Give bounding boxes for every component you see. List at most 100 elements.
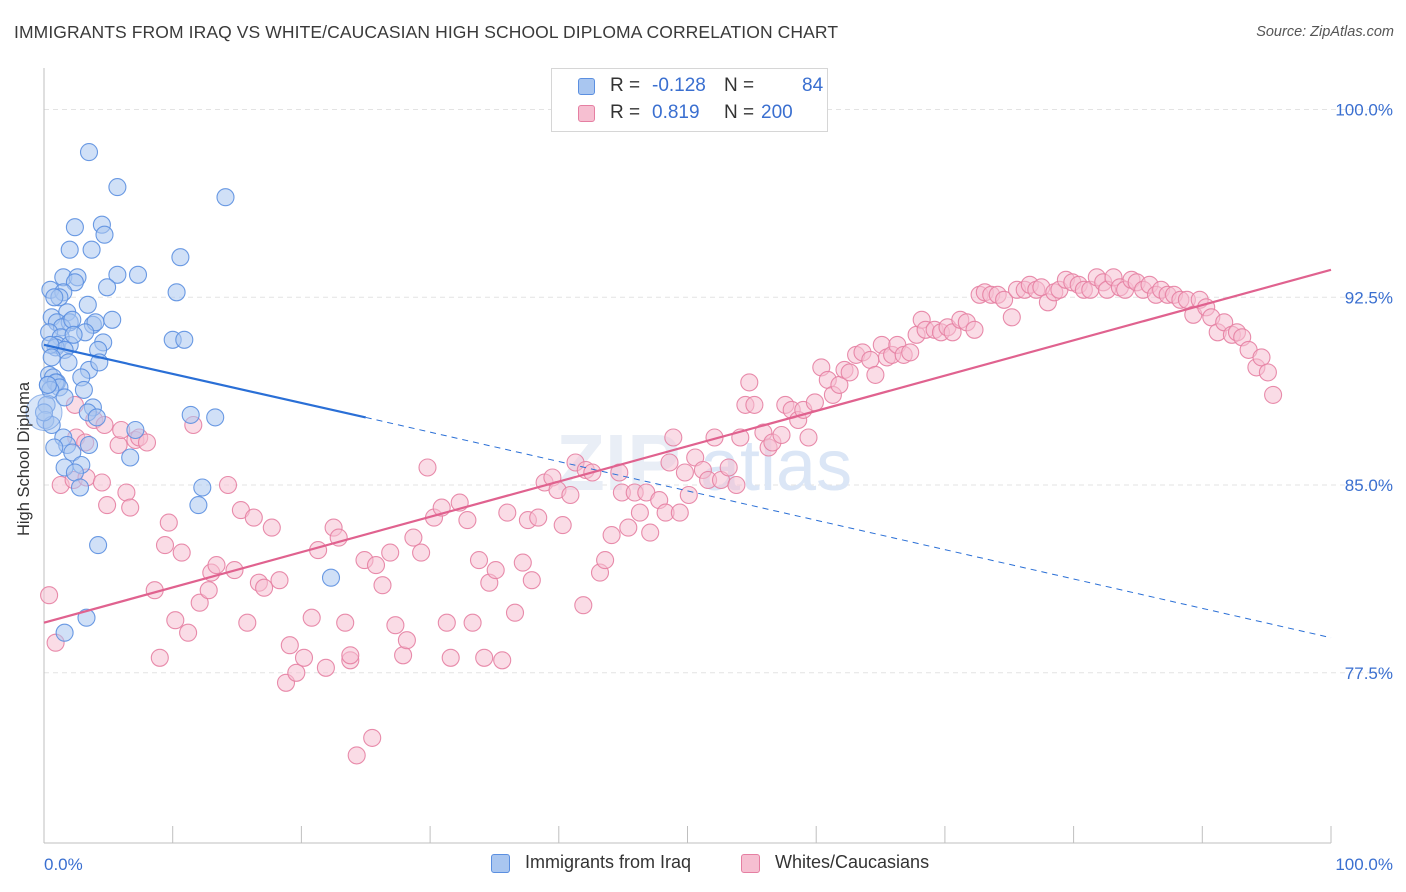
data-point xyxy=(206,408,225,427)
data-point xyxy=(1258,363,1277,382)
data-point xyxy=(740,373,759,392)
data-point xyxy=(64,325,83,344)
data-point xyxy=(386,616,405,635)
data-point xyxy=(189,496,208,515)
data-point xyxy=(181,405,200,424)
data-point xyxy=(505,603,525,622)
source-label: Source: ZipAtlas.com xyxy=(1256,24,1394,40)
data-point xyxy=(664,428,683,447)
data-point xyxy=(60,240,79,259)
y-axis-label: High School Diploma xyxy=(15,381,33,537)
legend-swatch-blue xyxy=(491,854,510,873)
data-point xyxy=(679,485,698,505)
data-point xyxy=(59,353,78,372)
legend-n-label: N = xyxy=(724,102,755,123)
data-point xyxy=(65,218,84,237)
data-point-large xyxy=(25,393,63,431)
data-point xyxy=(727,475,746,495)
y-tick-label: 85.0% xyxy=(1345,476,1393,495)
data-point xyxy=(40,586,59,605)
legend-label: Immigrants from Iraq xyxy=(525,852,692,872)
data-point xyxy=(965,320,984,339)
data-point xyxy=(1002,308,1021,327)
trend-line-whites xyxy=(43,268,1332,624)
data-point xyxy=(866,365,885,384)
data-point xyxy=(493,651,512,670)
data-point xyxy=(159,513,178,532)
data-point xyxy=(108,178,127,197)
data-point xyxy=(193,478,212,497)
legend-n-value: 200 xyxy=(761,102,793,123)
data-point xyxy=(190,593,209,612)
data-point xyxy=(498,503,517,522)
data-point xyxy=(772,425,791,445)
correlation-legend: R = -0.128 N = 84 R = 0.819 N = 200 xyxy=(551,68,828,132)
data-point xyxy=(199,581,218,600)
series-whites-caucasians xyxy=(40,268,1283,765)
legend-n-value: 84 xyxy=(802,75,824,96)
data-point xyxy=(418,458,437,477)
data-point xyxy=(641,523,660,542)
legend-swatch-blue xyxy=(578,78,595,95)
data-point xyxy=(65,273,84,292)
data-point xyxy=(805,393,824,412)
data-point xyxy=(79,143,99,162)
y-tick-label: 100.0% xyxy=(1335,101,1393,120)
data-point xyxy=(294,648,314,667)
data-point xyxy=(207,556,226,575)
data-point xyxy=(745,395,764,414)
trend-lines xyxy=(43,268,1332,639)
data-point xyxy=(397,631,416,650)
data-point xyxy=(42,348,61,367)
data-point xyxy=(463,613,482,632)
data-point xyxy=(316,658,335,677)
data-point xyxy=(262,518,281,537)
data-point xyxy=(602,526,621,545)
data-point xyxy=(522,571,541,590)
data-point xyxy=(475,648,494,667)
data-point xyxy=(108,265,127,284)
data-point xyxy=(561,485,580,505)
data-point xyxy=(78,295,97,314)
data-point xyxy=(128,265,148,284)
data-point xyxy=(336,613,355,632)
legend-r-value: -0.128 xyxy=(652,75,706,96)
data-point xyxy=(121,498,140,517)
data-point xyxy=(77,608,96,627)
legend-row-whites: R = 0.819 N = 200 xyxy=(552,101,827,127)
data-point xyxy=(596,551,615,570)
x-tick-label: 100.0% xyxy=(1335,855,1393,874)
data-point xyxy=(529,508,548,527)
data-point xyxy=(861,350,880,369)
data-point xyxy=(98,278,117,297)
y-tick-label: 92.5% xyxy=(1345,288,1393,307)
axes xyxy=(43,68,1332,844)
data-point xyxy=(167,283,186,302)
data-point xyxy=(55,388,74,407)
data-point xyxy=(441,648,460,667)
data-point xyxy=(150,648,169,667)
data-point xyxy=(660,453,679,472)
data-point xyxy=(287,663,306,682)
data-point xyxy=(1252,348,1271,367)
data-point xyxy=(412,543,431,562)
data-point xyxy=(95,225,114,244)
data-point xyxy=(381,543,400,562)
data-point xyxy=(172,543,191,562)
data-point xyxy=(55,623,74,642)
data-point xyxy=(1264,385,1283,404)
data-point xyxy=(171,248,190,267)
tick-labels: 77.5% 85.0% 92.5% 100.0% 0.0% 100.0% xyxy=(44,101,1393,874)
legend-label: Whites/Caucasians xyxy=(775,852,930,872)
legend-n-label: N = xyxy=(724,75,755,96)
data-point xyxy=(175,330,194,349)
data-point xyxy=(363,728,382,747)
legend-r-value: 0.819 xyxy=(652,102,700,123)
data-point xyxy=(901,343,920,362)
data-point xyxy=(92,473,111,492)
data-point xyxy=(117,483,136,502)
series-immigrants-from-iraq xyxy=(25,143,341,642)
data-point xyxy=(137,433,157,452)
data-point xyxy=(719,458,738,477)
